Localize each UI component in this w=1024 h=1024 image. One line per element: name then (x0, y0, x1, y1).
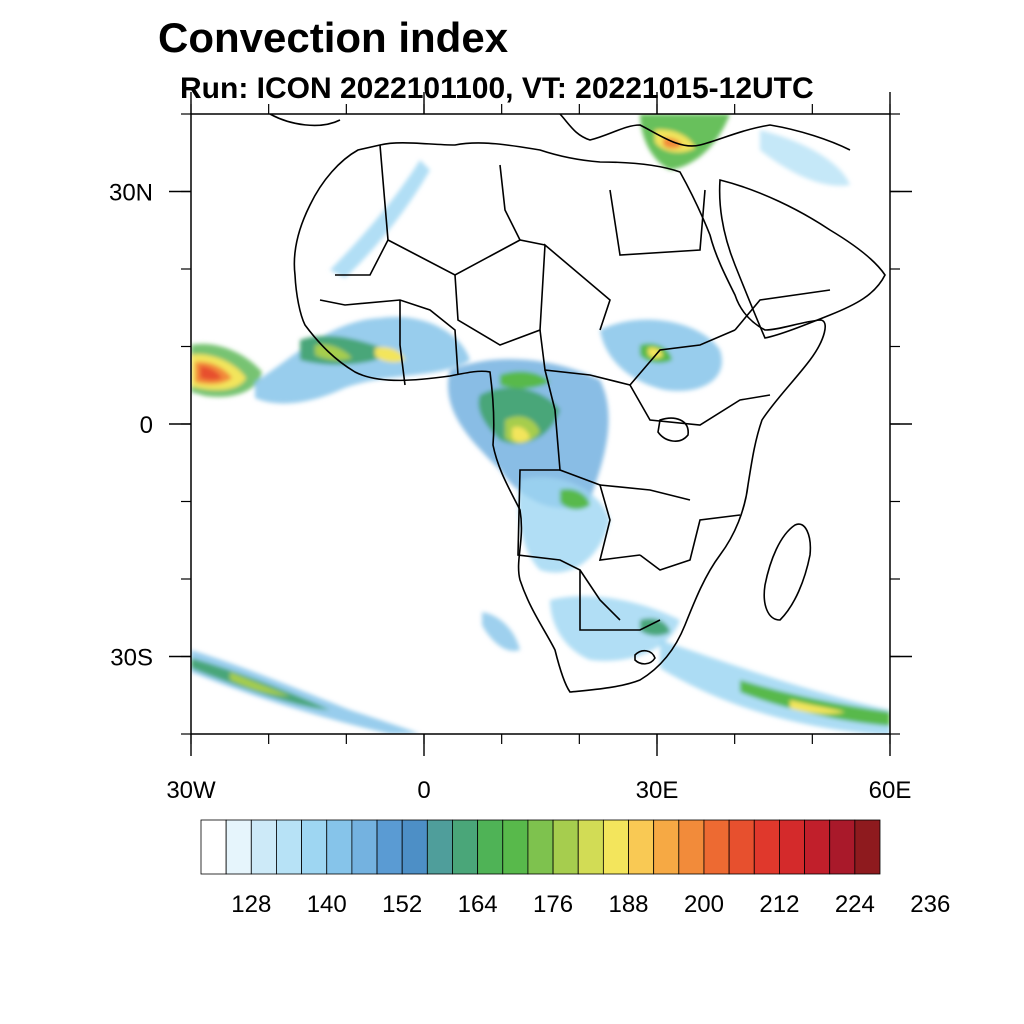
field-sahara-streak (330, 160, 430, 278)
border-15 (734, 289, 831, 331)
y-tick-label: 0 (140, 412, 153, 439)
colorbar-label: 188 (608, 891, 648, 918)
x-tick-label: 60E (869, 777, 912, 804)
border-8 (517, 469, 661, 631)
colorbar-swatch (703, 819, 730, 875)
colorbar-swatch (250, 819, 277, 875)
lesotho (634, 649, 656, 665)
coastlines (269, 114, 886, 693)
border-4 (499, 164, 521, 241)
colorbar-swatch (200, 819, 227, 875)
colorbar-swatch (602, 819, 629, 875)
lake-victoria (657, 417, 689, 442)
colorbar-swatch (628, 819, 655, 875)
colorbar-swatch (276, 819, 302, 875)
colorbar-label: 140 (307, 891, 347, 918)
colorbar-swatch (854, 819, 881, 875)
iberia-coast (269, 114, 341, 127)
border-11 (319, 299, 459, 376)
colorbar-label: 224 (835, 891, 875, 918)
colorbar-swatch (502, 819, 529, 875)
africa-coastline (293, 141, 826, 693)
y-tick-label: 30S (110, 645, 153, 672)
border-13 (599, 484, 691, 501)
europe-coast (559, 114, 851, 151)
field-south-atlantic-band (191, 650, 420, 734)
colorbar-swatch (678, 819, 705, 875)
field-southern-africa (550, 596, 680, 661)
colorbar-swatch (753, 819, 780, 875)
colorbar-label: 212 (759, 891, 799, 918)
colorbar-swatch (527, 819, 554, 875)
border-14 (579, 569, 621, 621)
border-12 (399, 300, 406, 386)
axis-labels: 30W 0 30E 60E 30N 0 30S (109, 180, 911, 805)
x-tick-label: 0 (417, 777, 430, 804)
x-tick-label: 30E (636, 777, 679, 804)
chart-title: Convection index (158, 14, 509, 61)
x-tick-label: 30W (166, 777, 216, 804)
arabia (718, 178, 886, 339)
colorbar-swatch (577, 819, 604, 875)
border-3 (454, 243, 611, 346)
colorbar-swatch (728, 819, 755, 875)
colorbar-swatch (452, 819, 479, 875)
colorbar-label: 152 (382, 891, 422, 918)
colorbar-swatch (779, 819, 805, 875)
axis-ticks (169, 92, 912, 756)
colorbar-swatch (225, 819, 252, 875)
colorbar-label: 128 (231, 891, 271, 918)
border-1 (335, 144, 389, 276)
madagascar (763, 523, 812, 621)
colorbar: 128 140 152 164 176 188 200 212 224 236 (200, 819, 950, 918)
colorbar-swatch (376, 819, 403, 875)
colorbar-label: 176 (533, 891, 573, 918)
colorbar-label: 236 (910, 891, 950, 918)
colorbar-label: 200 (684, 891, 724, 918)
colorbar-swatch (326, 819, 353, 875)
border-10 (629, 384, 771, 426)
colorbar-swatch (477, 819, 504, 875)
colorbar-swatch (351, 819, 378, 875)
border-9 (639, 514, 741, 571)
colorbar-swatch (401, 819, 428, 875)
colorbar-label: 164 (458, 891, 498, 918)
field-se-atlantic-patch (482, 612, 520, 651)
chart-subtitle: Run: ICON 2022101100, VT: 20221015-12UTC (180, 72, 814, 105)
convection-field (191, 114, 890, 734)
border-5 (609, 189, 706, 256)
colorbar-swatch (426, 819, 453, 875)
y-tick-label: 30N (109, 180, 153, 207)
border-2 (387, 239, 546, 276)
colorbar-swatch (804, 819, 831, 875)
colorbar-swatch (653, 819, 680, 875)
colorbar-swatch (829, 819, 856, 875)
colorbar-swatch (301, 819, 328, 875)
field-middle-east (760, 130, 850, 186)
colorbar-swatch (552, 819, 579, 875)
